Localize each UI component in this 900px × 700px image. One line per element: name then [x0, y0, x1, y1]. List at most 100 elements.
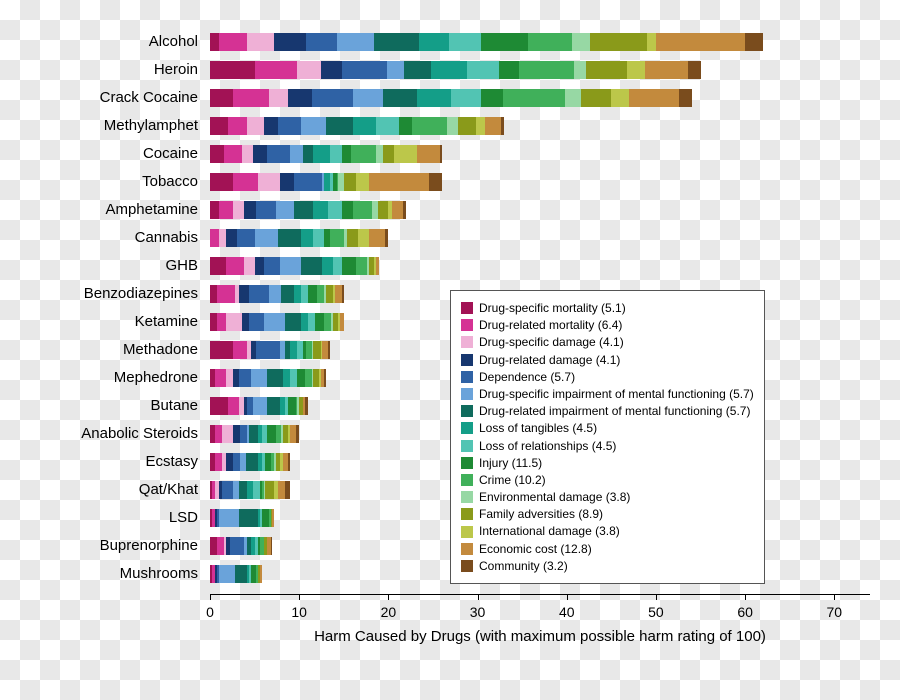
bar-segment	[342, 61, 387, 79]
bar-segment	[458, 117, 476, 135]
bar-segment	[285, 481, 290, 499]
bar-segment	[253, 397, 267, 415]
bar-segment	[376, 117, 399, 135]
bar-segment	[385, 229, 389, 247]
bar-segment	[326, 117, 353, 135]
bar-segment	[264, 257, 280, 275]
bar-segment	[417, 89, 451, 107]
bar-segment	[296, 425, 300, 443]
bar-segment	[210, 257, 226, 275]
bar-segment	[288, 453, 290, 471]
bar-segment	[419, 33, 449, 51]
legend-label: Environmental damage (3.8)	[479, 489, 630, 505]
bar-segment	[301, 285, 308, 303]
bar-segment	[528, 33, 573, 51]
bar-segment	[210, 229, 219, 247]
bar-segment	[342, 285, 344, 303]
legend-label: Loss of relationships (4.5)	[479, 438, 616, 454]
legend-swatch	[461, 440, 473, 452]
bar-segment	[645, 61, 688, 79]
bar-segment	[255, 61, 298, 79]
bar-segment	[219, 509, 239, 527]
y-tick-label: Ecstasy	[0, 453, 198, 470]
legend-swatch	[461, 319, 473, 331]
bar-segment	[251, 369, 267, 387]
bar-segment	[485, 117, 501, 135]
bar-segment	[324, 313, 331, 331]
bar-segment	[356, 173, 368, 191]
bar-segment	[253, 481, 260, 499]
bar-segment	[271, 537, 273, 555]
bar-segment	[383, 89, 417, 107]
bar-segment	[376, 145, 383, 163]
y-tick-label: Heroin	[0, 61, 198, 78]
bar-segment	[301, 229, 313, 247]
legend-swatch	[461, 560, 473, 572]
bar-segment	[330, 145, 342, 163]
bar-segment	[745, 33, 763, 51]
bar-row	[210, 117, 870, 135]
bar-segment	[269, 285, 281, 303]
bar-segment	[235, 565, 247, 583]
bar-segment	[449, 33, 481, 51]
bar-segment	[356, 257, 367, 275]
bar-segment	[240, 425, 247, 443]
bar-segment	[647, 33, 656, 51]
bar-segment	[337, 33, 374, 51]
bar-segment	[297, 61, 320, 79]
bar-segment	[322, 257, 333, 275]
legend-label: Injury (11.5)	[479, 455, 542, 471]
bar-segment	[215, 453, 222, 471]
bar-segment	[313, 145, 329, 163]
bar-segment	[301, 313, 308, 331]
bar-segment	[244, 201, 256, 219]
bar-segment	[313, 229, 324, 247]
x-axis-title: Harm Caused by Drugs (with maximum possi…	[210, 628, 870, 645]
bar-segment	[499, 61, 519, 79]
bar-segment	[247, 33, 274, 51]
bar-segment	[679, 89, 691, 107]
legend-item: Environmental damage (3.8)	[461, 489, 754, 505]
bar-segment	[233, 173, 258, 191]
legend-swatch	[461, 354, 473, 366]
bar-segment	[228, 117, 248, 135]
bar-segment	[305, 369, 312, 387]
bar-segment	[247, 117, 263, 135]
bar-segment	[219, 565, 235, 583]
bar-segment	[215, 369, 226, 387]
bar-segment	[260, 565, 262, 583]
y-tick-label: Methadone	[0, 341, 198, 358]
bar-segment	[358, 229, 369, 247]
bar-segment	[305, 397, 309, 415]
bar-segment	[312, 89, 353, 107]
bar-segment	[264, 313, 285, 331]
y-tick-label: Anabolic Steroids	[0, 425, 198, 442]
bar-segment	[217, 313, 226, 331]
bar-segment	[376, 257, 380, 275]
bar-segment	[226, 257, 244, 275]
bar-segment	[342, 201, 353, 219]
bar-segment	[233, 89, 269, 107]
legend-label: Drug-specific mortality (5.1)	[479, 300, 626, 316]
bar-segment	[210, 537, 217, 555]
bar-segment	[274, 33, 306, 51]
bar-segment	[278, 481, 285, 499]
bar-segment	[369, 229, 385, 247]
bar-segment	[308, 313, 315, 331]
legend-swatch	[461, 543, 473, 555]
bar-segment	[267, 145, 290, 163]
bar-segment	[572, 33, 590, 51]
bar-segment	[574, 61, 586, 79]
legend-swatch	[461, 388, 473, 400]
bar-segment	[210, 173, 233, 191]
legend-swatch	[461, 336, 473, 348]
bar-segment	[239, 509, 259, 527]
legend-label: Economic cost (12.8)	[479, 541, 592, 557]
legend-item: Drug-specific mortality (5.1)	[461, 300, 754, 316]
bar-segment	[256, 341, 279, 359]
bar-segment	[440, 145, 442, 163]
bar-segment	[369, 173, 430, 191]
legend-swatch	[461, 405, 473, 417]
bar-segment	[467, 61, 499, 79]
bar-segment	[233, 341, 247, 359]
